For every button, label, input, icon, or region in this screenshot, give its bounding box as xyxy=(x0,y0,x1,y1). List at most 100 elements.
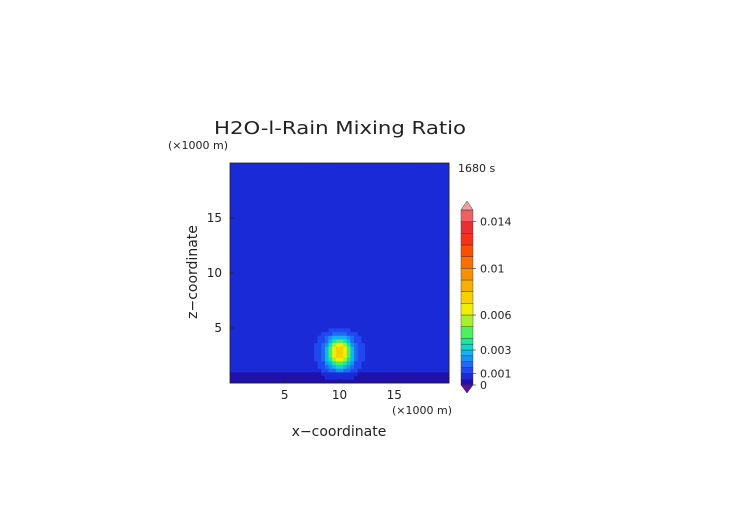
heatmap-cell xyxy=(408,287,413,292)
heatmap-cell xyxy=(313,174,318,179)
heatmap-cell xyxy=(240,309,245,314)
heatmap-cell xyxy=(321,276,326,281)
heatmap-cell xyxy=(438,339,443,344)
heatmap-cell xyxy=(386,210,391,215)
heatmap-cell xyxy=(376,199,381,204)
heatmap-cell xyxy=(346,298,351,303)
heatmap-cell xyxy=(324,335,329,340)
heatmap-cell xyxy=(292,254,297,259)
heatmap-cell xyxy=(335,273,340,278)
heatmap-cell xyxy=(332,163,337,168)
heatmap-cell xyxy=(445,335,450,340)
heatmap-cell xyxy=(346,313,351,318)
heatmap-cell xyxy=(365,306,370,311)
heatmap-cell xyxy=(445,196,450,201)
heatmap-cell xyxy=(328,364,333,369)
heatmap-cell xyxy=(405,262,410,267)
heatmap-cell xyxy=(277,331,282,336)
heatmap-cell xyxy=(376,185,381,190)
heatmap-cell xyxy=(270,185,275,190)
heatmap-cell xyxy=(292,368,297,373)
heatmap-cell xyxy=(248,287,253,292)
heatmap-cell xyxy=(394,313,399,318)
heatmap-cell xyxy=(295,317,300,322)
heatmap-cell xyxy=(434,375,439,380)
y-tick-label: 10 xyxy=(207,266,222,280)
heatmap-cell xyxy=(281,269,286,274)
heatmap-cell xyxy=(273,375,278,380)
heatmap-cell xyxy=(273,210,278,215)
heatmap-cell xyxy=(259,174,264,179)
heatmap-cell xyxy=(445,236,450,241)
heatmap-cell xyxy=(230,163,235,168)
heatmap-cell xyxy=(317,302,322,307)
heatmap-cell xyxy=(328,361,333,366)
heatmap-cell xyxy=(434,317,439,322)
heatmap-cell xyxy=(328,269,333,274)
heatmap-cell xyxy=(292,251,297,256)
heatmap-cell xyxy=(240,163,245,168)
heatmap-cell xyxy=(383,339,388,344)
heatmap-cell xyxy=(445,372,450,377)
heatmap-cell xyxy=(441,181,446,186)
heatmap-cell xyxy=(277,335,282,340)
heatmap-cell xyxy=(405,364,410,369)
heatmap-cell xyxy=(237,375,242,380)
heatmap-cell xyxy=(434,342,439,347)
heatmap-cell xyxy=(339,361,344,366)
heatmap-cell xyxy=(416,364,421,369)
heatmap-cell xyxy=(434,306,439,311)
heatmap-cell xyxy=(277,291,282,296)
heatmap-cell xyxy=(423,353,428,358)
heatmap-cell xyxy=(372,335,377,340)
heatmap-cell xyxy=(321,251,326,256)
heatmap-cell xyxy=(281,306,286,311)
heatmap-cell xyxy=(390,181,395,186)
heatmap-cell xyxy=(303,328,308,333)
heatmap-cell xyxy=(317,265,322,270)
heatmap-cell xyxy=(292,199,297,204)
heatmap-cell xyxy=(354,346,359,351)
heatmap-cell xyxy=(412,196,417,201)
heatmap-cell xyxy=(346,291,351,296)
heatmap-cell xyxy=(423,295,428,300)
heatmap-cell xyxy=(412,251,417,256)
heatmap-cell xyxy=(248,192,253,197)
heatmap-cell xyxy=(438,258,443,263)
heatmap-cell xyxy=(361,328,366,333)
heatmap-cell xyxy=(383,313,388,318)
heatmap-cell xyxy=(277,350,282,355)
heatmap-cell xyxy=(394,379,399,384)
heatmap-cell xyxy=(386,284,391,289)
heatmap-cell xyxy=(277,243,282,248)
heatmap-cell xyxy=(262,218,267,223)
heatmap-cell xyxy=(299,240,304,245)
heatmap-cell xyxy=(321,163,326,168)
heatmap-cell xyxy=(328,163,333,168)
heatmap-cell xyxy=(273,207,278,212)
heatmap-cell xyxy=(251,243,256,248)
heatmap-cell xyxy=(408,207,413,212)
heatmap-cell xyxy=(255,328,260,333)
heatmap-cell xyxy=(390,335,395,340)
heatmap-cell xyxy=(339,306,344,311)
heatmap-cell xyxy=(230,273,235,278)
heatmap-cell xyxy=(445,309,450,314)
heatmap-cell xyxy=(397,185,402,190)
y-tick-label: 15 xyxy=(207,211,222,225)
heatmap-cell xyxy=(379,328,384,333)
heatmap-cell xyxy=(379,295,384,300)
heatmap-cell xyxy=(240,185,245,190)
heatmap-cell xyxy=(441,258,446,263)
heatmap-cell xyxy=(335,192,340,197)
heatmap-cell xyxy=(317,166,322,171)
heatmap-cell xyxy=(354,247,359,252)
heatmap-cell xyxy=(321,232,326,237)
heatmap-cell xyxy=(423,166,428,171)
heatmap-cell xyxy=(248,203,253,208)
heatmap-cell xyxy=(405,287,410,292)
heatmap-cell xyxy=(313,254,318,259)
heatmap-cell xyxy=(394,214,399,219)
heatmap-cell xyxy=(383,379,388,384)
heatmap-cell xyxy=(441,379,446,384)
